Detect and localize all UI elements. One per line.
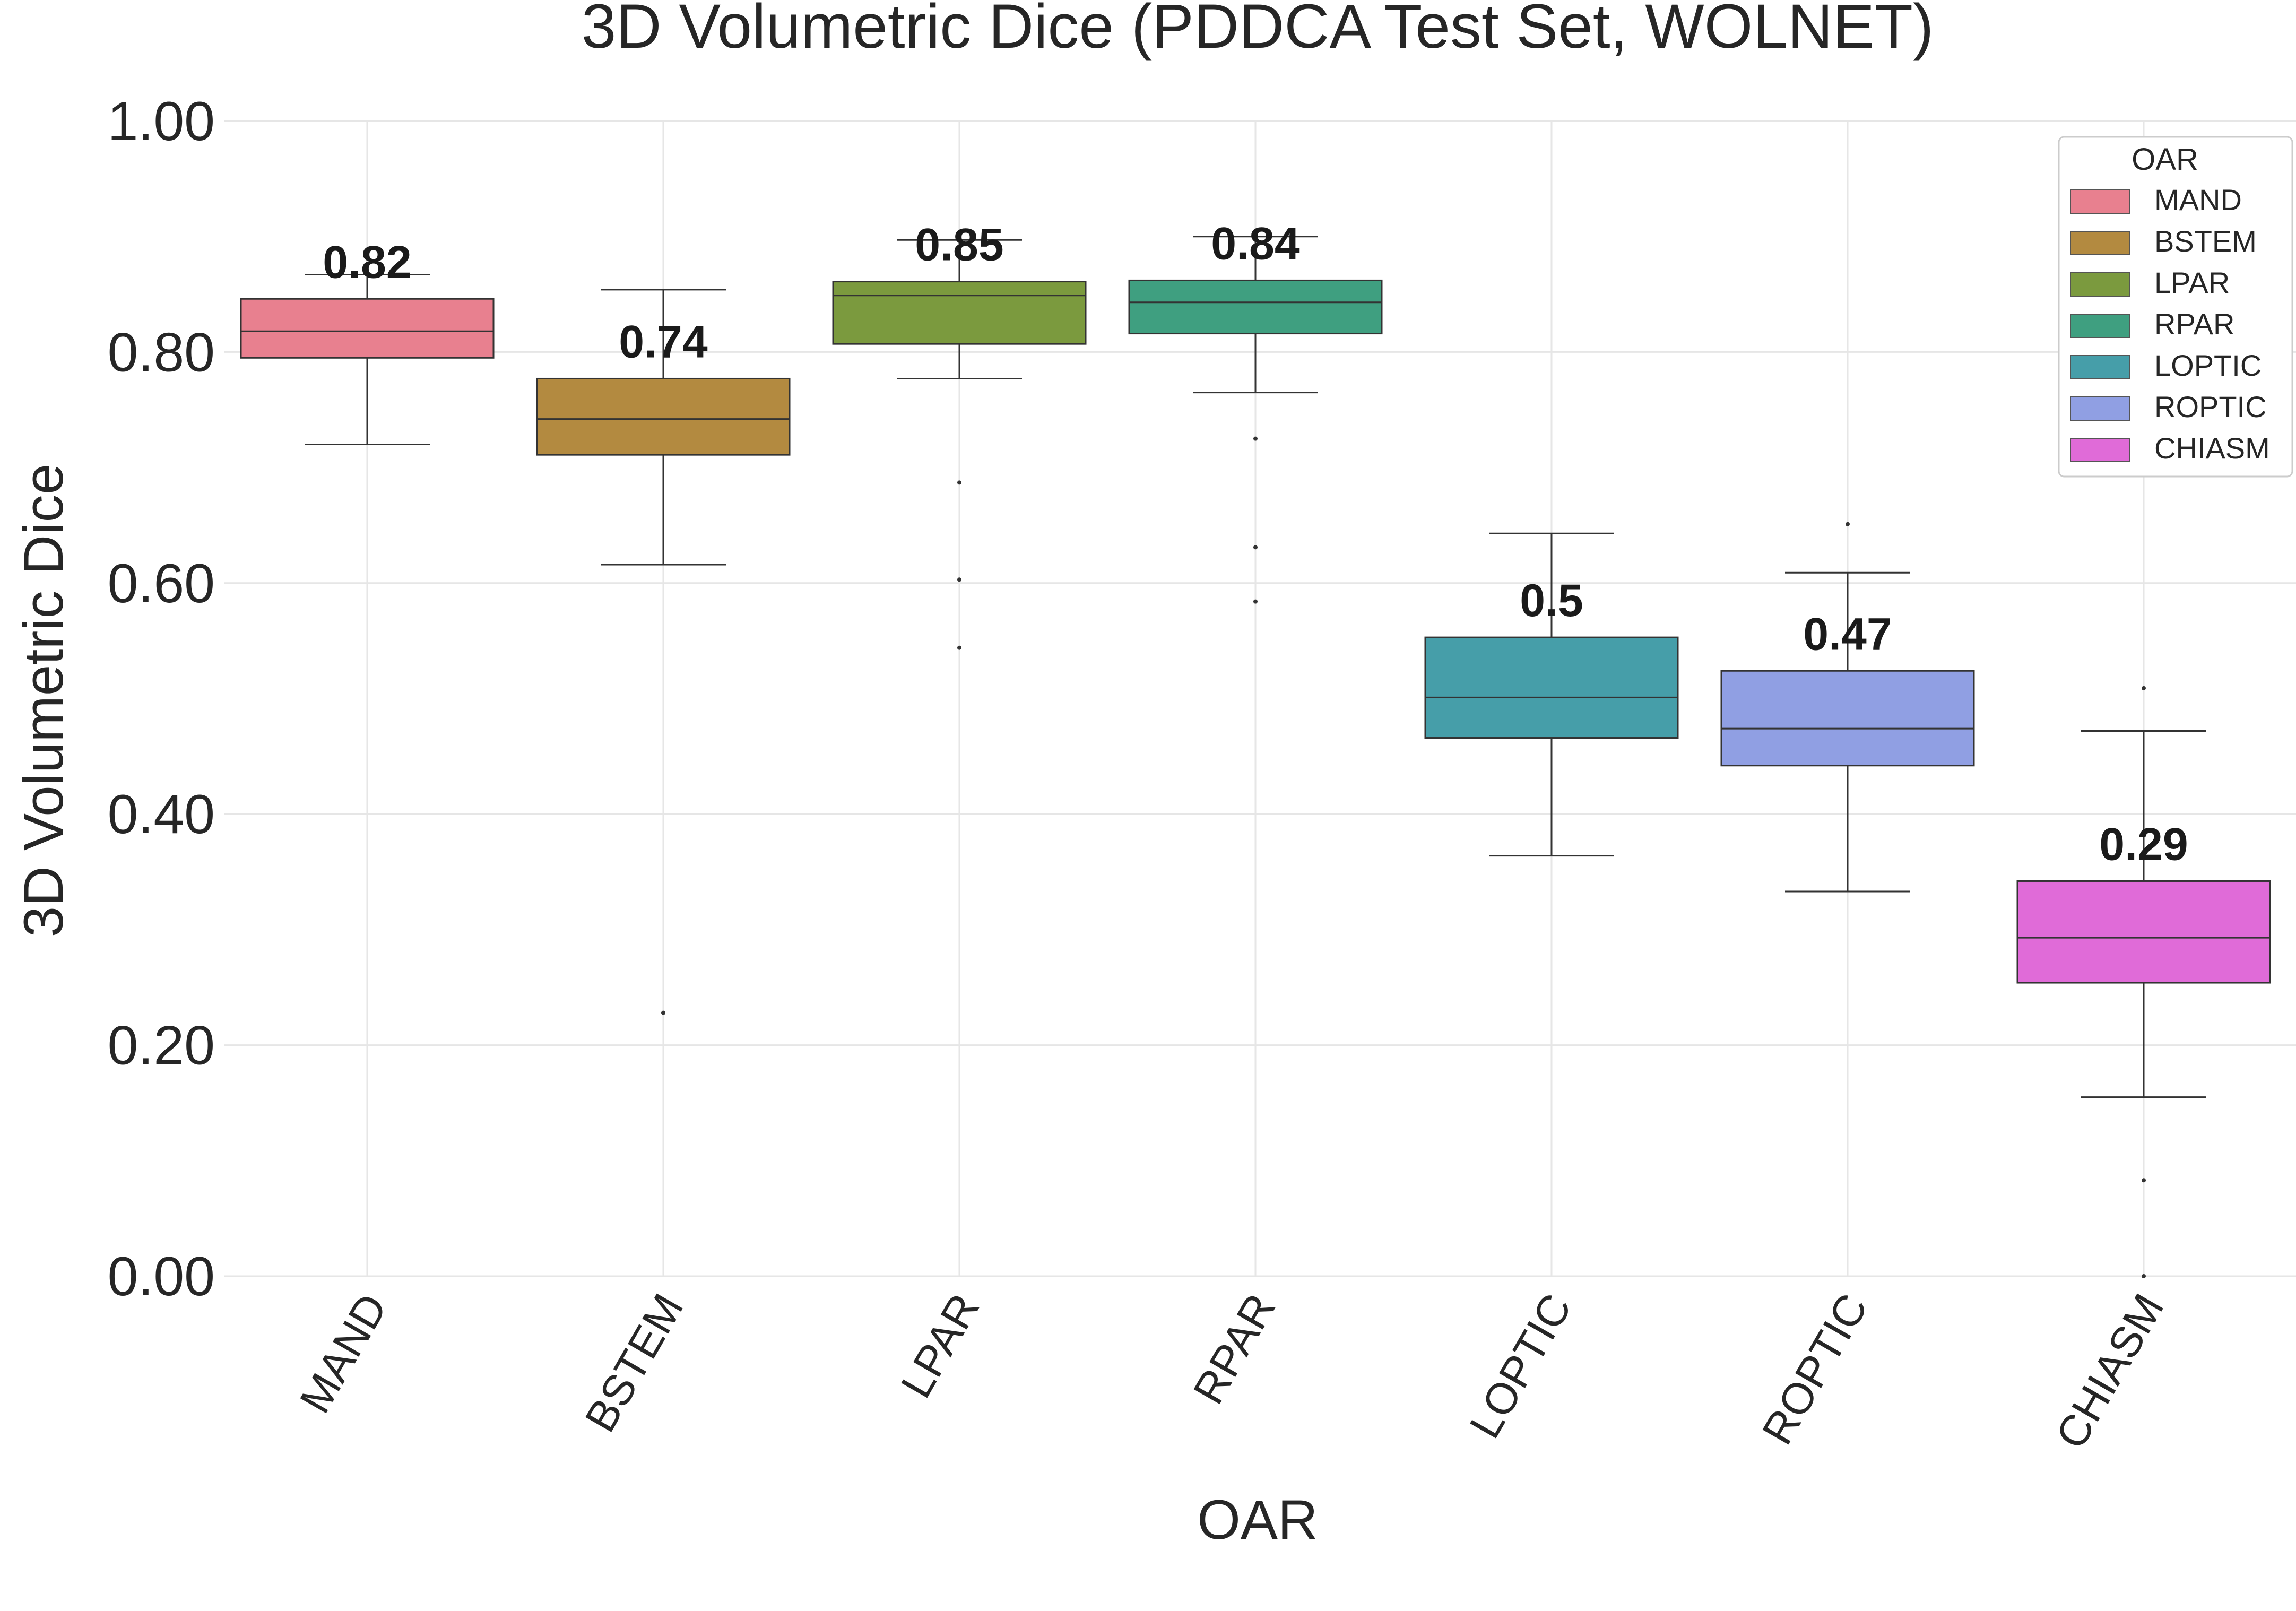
iqr-box <box>1128 279 1383 335</box>
box-series: 0.82 0.74 0.85 0.84 0.5 0.47 0.29 <box>240 218 2271 1278</box>
legend-label: CHIASM <box>2154 431 2270 465</box>
x-tick-label: CHIASM <box>2047 1286 2173 1457</box>
legend-label: MAND <box>2154 183 2242 216</box>
y-tick-label: 0.40 <box>108 784 215 845</box>
legend-label: RPAR <box>2154 307 2234 341</box>
box-loptic: 0.5 <box>1424 532 1679 857</box>
outlier-point <box>1253 436 1258 441</box>
outlier-point <box>2142 686 2146 690</box>
legend-swatch <box>2070 272 2130 297</box>
x-tick-label: LPAR <box>892 1286 989 1406</box>
chart-title: 3D Volumetric Dice (PDDCA Test Set, WOLN… <box>582 0 1934 62</box>
iqr-box <box>1424 636 1679 739</box>
x-axis-ticks: MAND BSTEM LPAR RPAR LOPTIC ROPTIC CHIASM <box>291 1286 2173 1457</box>
outlier-point <box>661 1010 665 1015</box>
y-axis-label: 3D Volumetric Dice <box>13 464 75 938</box>
y-tick-label: 0.00 <box>108 1246 215 1307</box>
iqr-box <box>1720 670 1975 767</box>
box-lpar: 0.85 <box>832 220 1087 650</box>
outlier-point <box>957 480 961 485</box>
box-rpar: 0.84 <box>1128 218 1383 604</box>
outlier-point <box>957 645 961 650</box>
median-value-label: 0.5 <box>1520 575 1583 626</box>
outlier-point <box>1253 545 1258 550</box>
legend-title: OAR <box>2132 142 2198 177</box>
legend-label: ROPTIC <box>2154 390 2267 423</box>
x-tick-label: MAND <box>291 1286 397 1422</box>
outlier-point <box>1846 522 1850 526</box>
x-axis-label: OAR <box>1197 1489 1318 1551</box>
legend-label: LPAR <box>2154 266 2230 299</box>
outlier-point <box>2142 1274 2146 1278</box>
legend-swatch <box>2070 231 2130 255</box>
legend-label: BSTEM <box>2154 224 2257 258</box>
iqr-box <box>2016 880 2271 984</box>
median-value-label: 0.74 <box>619 316 708 367</box>
x-tick-label: RPAR <box>1184 1286 1285 1413</box>
y-tick-label: 1.00 <box>108 91 215 152</box>
legend-swatch <box>2070 438 2130 462</box>
y-tick-label: 0.60 <box>108 553 215 614</box>
y-axis-ticks: 0.00 0.20 0.40 0.60 0.80 1.00 <box>108 91 215 1307</box>
y-tick-label: 0.80 <box>108 322 215 383</box>
outlier-point <box>2142 1178 2146 1183</box>
iqr-box <box>832 281 1087 345</box>
median-value-label: 0.29 <box>2099 819 2188 870</box>
x-tick-label: ROPTIC <box>1753 1286 1877 1453</box>
box-mand: 0.82 <box>240 237 495 446</box>
box-chiasm: 0.29 <box>2016 686 2271 1278</box>
iqr-box <box>240 298 495 359</box>
median-value-label: 0.84 <box>1211 218 1300 269</box>
legend-swatch <box>2070 189 2130 214</box>
legend-swatch <box>2070 314 2130 338</box>
median-value-label: 0.47 <box>1803 609 1892 660</box>
iqr-box <box>536 377 791 456</box>
legend-label: LOPTIC <box>2154 349 2262 382</box>
legend: OAR MAND BSTEM LPAR RPAR LOPTIC ROPTIC CHIASM <box>2058 136 2293 478</box>
box-roptic: 0.47 <box>1720 522 1975 893</box>
legend-frame <box>2058 136 2293 478</box>
outlier-point <box>1253 599 1258 604</box>
y-tick-label: 0.20 <box>108 1015 215 1077</box>
outlier-point <box>957 577 961 582</box>
median-value-label: 0.85 <box>915 220 1003 271</box>
median-value-label: 0.82 <box>323 237 411 288</box>
legend-swatch <box>2070 396 2130 421</box>
x-tick-label: BSTEM <box>576 1286 693 1440</box>
box-bstem: 0.74 <box>536 289 791 1015</box>
x-tick-label: LOPTIC <box>1461 1286 1581 1447</box>
legend-swatch <box>2070 355 2130 379</box>
